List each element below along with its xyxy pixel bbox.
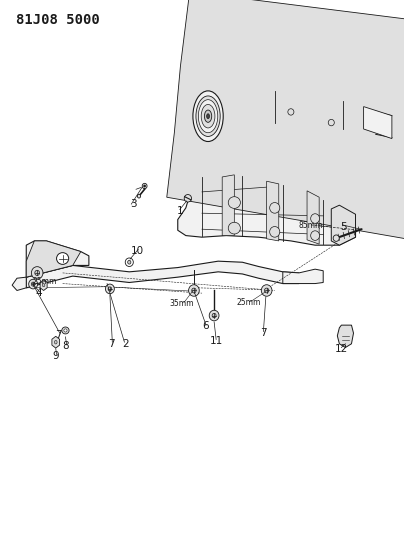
- Text: 7: 7: [260, 328, 267, 338]
- Ellipse shape: [32, 282, 35, 286]
- Text: 7: 7: [55, 330, 62, 340]
- Text: 35mm: 35mm: [170, 300, 194, 308]
- Ellipse shape: [105, 284, 114, 294]
- Polygon shape: [178, 173, 356, 245]
- Text: 4: 4: [35, 288, 42, 298]
- Text: 85mm: 85mm: [298, 221, 322, 230]
- Ellipse shape: [265, 288, 269, 293]
- Polygon shape: [198, 101, 214, 128]
- Ellipse shape: [206, 114, 209, 118]
- Ellipse shape: [189, 285, 199, 296]
- Ellipse shape: [142, 183, 147, 189]
- Text: 11: 11: [210, 336, 223, 346]
- Ellipse shape: [57, 253, 69, 264]
- Text: 8: 8: [62, 342, 69, 351]
- Polygon shape: [283, 269, 323, 284]
- Ellipse shape: [209, 310, 219, 321]
- Polygon shape: [307, 191, 319, 244]
- Polygon shape: [222, 175, 234, 236]
- Ellipse shape: [200, 100, 216, 130]
- Polygon shape: [40, 280, 47, 290]
- Ellipse shape: [311, 231, 320, 240]
- Ellipse shape: [128, 260, 131, 264]
- Ellipse shape: [311, 214, 320, 223]
- Polygon shape: [214, 91, 376, 123]
- Text: 5: 5: [340, 222, 347, 231]
- Polygon shape: [214, 123, 376, 144]
- Ellipse shape: [228, 222, 240, 234]
- Ellipse shape: [125, 258, 133, 266]
- Polygon shape: [331, 205, 356, 245]
- Ellipse shape: [212, 313, 216, 318]
- Ellipse shape: [270, 227, 280, 237]
- Text: 1: 1: [177, 206, 183, 215]
- Ellipse shape: [261, 285, 272, 296]
- Ellipse shape: [192, 288, 196, 293]
- Ellipse shape: [228, 197, 240, 208]
- Ellipse shape: [201, 104, 215, 128]
- Ellipse shape: [29, 279, 38, 289]
- Polygon shape: [337, 325, 354, 348]
- Ellipse shape: [35, 270, 40, 276]
- Text: 2: 2: [122, 339, 128, 349]
- Ellipse shape: [64, 329, 67, 332]
- Polygon shape: [26, 261, 299, 288]
- Text: 25mm: 25mm: [236, 298, 261, 307]
- Ellipse shape: [196, 96, 220, 136]
- Ellipse shape: [288, 109, 294, 115]
- Ellipse shape: [42, 284, 45, 287]
- Ellipse shape: [184, 195, 191, 202]
- Ellipse shape: [270, 203, 280, 213]
- Text: 12: 12: [335, 344, 348, 354]
- Ellipse shape: [198, 100, 218, 133]
- Text: 3: 3: [130, 199, 137, 208]
- Ellipse shape: [144, 185, 145, 187]
- Text: 9: 9: [53, 351, 59, 361]
- Polygon shape: [52, 336, 60, 348]
- Polygon shape: [275, 91, 376, 144]
- Polygon shape: [267, 181, 279, 241]
- Ellipse shape: [193, 91, 223, 141]
- Ellipse shape: [137, 195, 141, 198]
- Text: 10: 10: [131, 246, 144, 255]
- Text: 6: 6: [203, 321, 209, 331]
- Ellipse shape: [204, 110, 212, 122]
- Ellipse shape: [333, 235, 339, 241]
- Ellipse shape: [62, 327, 69, 334]
- Polygon shape: [12, 277, 26, 290]
- Ellipse shape: [108, 287, 112, 291]
- Text: 7: 7: [108, 339, 114, 349]
- Polygon shape: [26, 241, 81, 277]
- Text: 81J08 5000: 81J08 5000: [16, 13, 100, 27]
- Polygon shape: [167, 0, 404, 248]
- Polygon shape: [364, 107, 392, 139]
- Polygon shape: [26, 241, 89, 277]
- Text: 25mm: 25mm: [32, 277, 57, 286]
- Ellipse shape: [328, 119, 334, 126]
- Ellipse shape: [32, 266, 43, 279]
- Ellipse shape: [55, 341, 57, 344]
